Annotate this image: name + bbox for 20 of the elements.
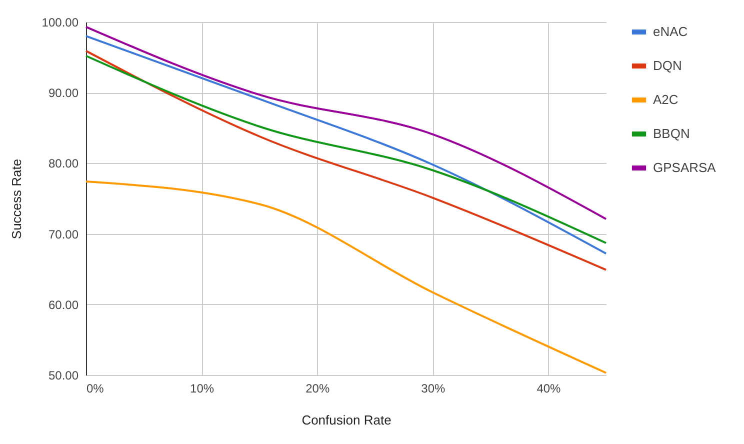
x-axis-title: Confusion Rate <box>302 412 392 428</box>
line-series <box>85 26 607 220</box>
y-axis-title: Success Rate <box>8 158 24 240</box>
y-tick-label: 100.00 <box>42 16 79 30</box>
legend-label: GPSARSA <box>653 160 716 175</box>
x-tick-label: 10% <box>190 382 214 396</box>
legend-label: DQN <box>653 58 682 73</box>
x-tick-label: 20% <box>306 382 330 396</box>
x-tick-label: 30% <box>421 382 446 396</box>
legend-label: A2C <box>653 92 678 107</box>
y-tick-label: 80.00 <box>48 156 79 171</box>
y-tick-label: 60.00 <box>48 298 79 312</box>
x-tick-label: 40% <box>536 382 562 396</box>
legend-label: eNAC <box>653 24 688 39</box>
y-tick-label: 70.00 <box>48 227 79 242</box>
y-tick-label: 90.00 <box>48 86 79 100</box>
y-tick-label: 50.00 <box>48 368 79 382</box>
line-series <box>85 180 607 374</box>
legend-label: BBQN <box>653 126 690 141</box>
x-tick-label: 0% <box>86 382 104 396</box>
